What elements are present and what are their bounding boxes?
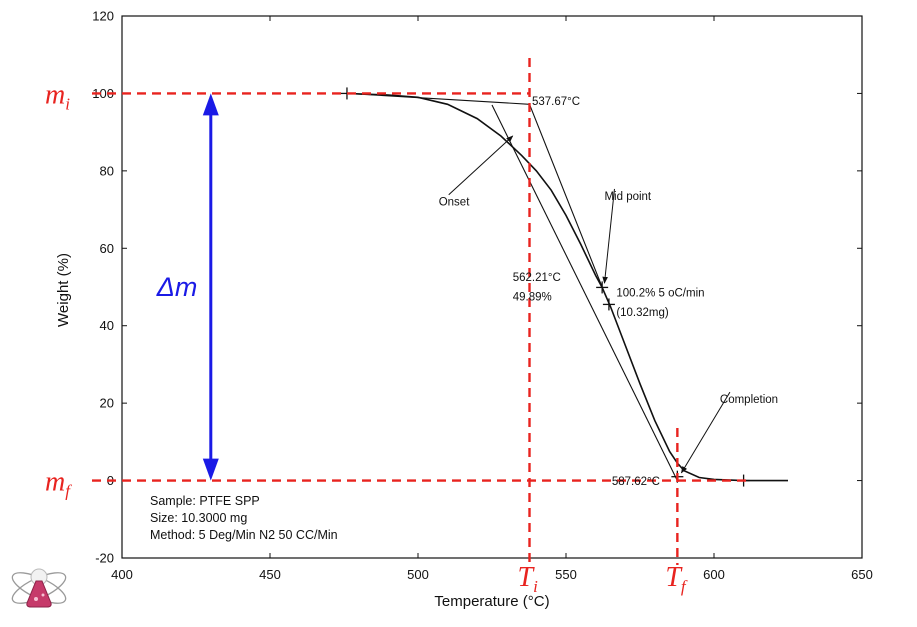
x-axis-label: Temperature (°C) [434,593,549,610]
cross-marker [596,281,609,294]
x-tick-label: 500 [407,567,429,582]
annotation-arrow [448,135,514,196]
size-label: Size: 10.3000 mg [150,511,247,525]
annotation-arrow [681,391,731,474]
annotation-text: 49.89% [513,292,552,304]
x-tick-label: 650 [851,567,873,582]
annotations-layer: 537.67°C Onset Mid point 562.21°C 49.89% 100.… [439,96,778,488]
delta-m-arrow-head-down [202,458,219,481]
delta-m-symbol: Δm [156,272,198,302]
flask-body [26,580,52,608]
cross-marker [602,298,615,311]
tangent-line [528,104,603,288]
y-tick-label: 40 [100,318,114,333]
sample-label: Sample: PTFE SPP [150,494,260,508]
annotation-text: Onset [439,197,470,209]
annotation-text: 562.21°C [513,272,561,284]
annotation-arrow [602,188,615,284]
chemistry-flask-atom-icon [11,568,67,608]
y-tick-label: 120 [92,9,114,24]
annotation-text: 587.62°C [612,476,660,488]
series-layer [346,92,788,482]
y-axis-label: Weight (%) [55,253,72,327]
y-tick-label: 60 [100,241,114,256]
ti-symbol: Ti [518,562,539,596]
x-tick-label: 600 [703,567,725,582]
y-tick-label: 20 [100,396,114,411]
plot-border [121,15,863,559]
x-tick-label: 550 [555,567,577,582]
annotation-text: 537.67°C [532,96,580,108]
method-label: Method: 5 Deg/Min N2 50 CC/Min [150,528,338,542]
plot-frame [121,15,863,559]
bubble-dot [41,593,45,597]
y-tick-label: 100 [92,86,114,101]
mf-symbol: mf [45,467,72,501]
annotation-text: Completion [720,394,778,406]
tangent-line [491,104,678,481]
mi-symbol: mi [45,79,70,113]
annotation-text: 100.2% 5 oC/min [616,288,704,300]
delta-m-arrow-head-up [202,93,219,116]
weight-curve [346,92,788,482]
x-tick-label: 400 [111,567,133,582]
annotation-text: (10.32mg) [616,307,669,319]
guide-lines: mi mf Ti Tf Δm [45,58,750,596]
bubble-dot [34,597,38,601]
annotation-text: Mid point [604,191,651,203]
tf-symbol: Tf [665,562,688,596]
y-tick-label: 80 [100,163,114,178]
y-tick-label: -20 [95,551,114,566]
x-tick-label: 450 [259,567,281,582]
